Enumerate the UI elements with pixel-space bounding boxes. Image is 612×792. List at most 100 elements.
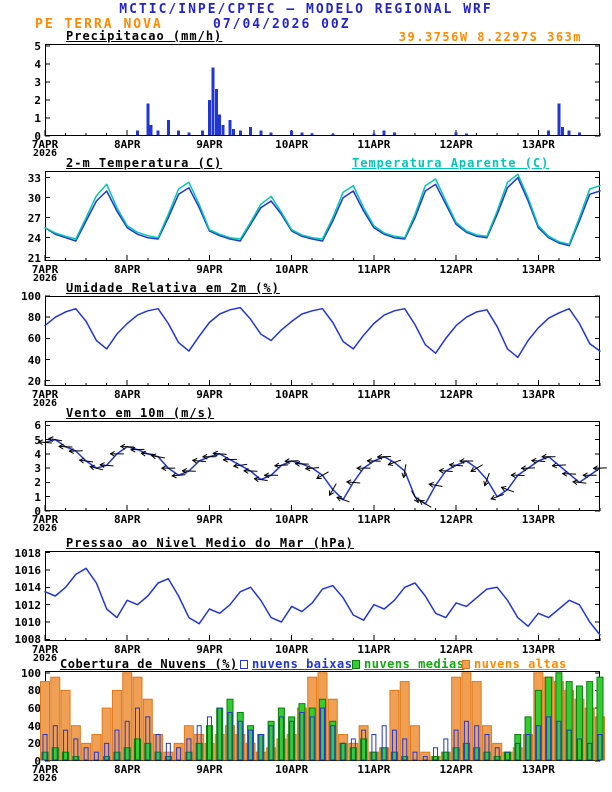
y-tick-label: 30: [27, 191, 41, 205]
x-tick-label: 9APR: [196, 138, 223, 151]
x-tick-label: 7APR: [31, 138, 59, 151]
y-tick-label: 1008: [14, 633, 42, 647]
x-tick-label: 9APR: [196, 388, 223, 401]
station-coordinates: 39.3756W 8.2297S 363m: [398, 30, 582, 44]
run-datetime: 07/04/2026 00Z: [213, 17, 351, 32]
x-tick-label: 11APR: [357, 388, 391, 401]
humidity-plot: [44, 295, 601, 386]
clouds-plot: [40, 671, 605, 762]
y-tick-label: 1: [34, 111, 41, 125]
x-tick-label: 11APR: [357, 513, 391, 526]
y-tick-label: 1016: [14, 564, 42, 578]
y-tick-label: 40: [27, 719, 41, 733]
y-tick-label: 33: [27, 171, 41, 185]
y-tick-label: 21: [27, 251, 41, 265]
legend-label-mid-clouds: nuvens medias: [364, 657, 465, 671]
x-tick-label: 11APR: [357, 763, 391, 776]
temperature-plot: [44, 171, 601, 261]
panel-title-humidity: Umidade Relativa em 2m (%): [66, 281, 280, 295]
precipitation-plot: [44, 44, 601, 137]
y-tick-label: 27: [27, 211, 41, 225]
station-name: PE TERRA NOVA: [35, 17, 163, 32]
legend-swatch-mid-clouds: [352, 660, 360, 669]
x-tick-label: 7APR: [31, 643, 59, 656]
x-tick-label: 10APR: [275, 763, 309, 776]
x-tick-label: 13APR: [521, 263, 555, 276]
y-tick-label: 4: [34, 57, 41, 71]
x-tick-label: 13APR: [521, 388, 555, 401]
y-tick-label: 1010: [14, 615, 42, 629]
y-tick-label: 0: [34, 130, 41, 143]
x-tick-label: 13APR: [521, 643, 555, 656]
panel-title-precipitation: Precipitacao (mm/h): [66, 29, 223, 43]
panel-title-wind: Vento em 10m (m/s): [66, 406, 215, 420]
y-tick-label: 60: [27, 332, 41, 346]
y-tick-label: 0: [34, 755, 41, 768]
x-tick-label: 8APR: [113, 138, 141, 151]
legend-swatch-low-clouds: [240, 660, 248, 669]
y-tick-label: 3: [34, 462, 41, 476]
y-tick-label: 5: [34, 39, 41, 53]
y-tick-label: 80: [27, 684, 41, 698]
y-tick-label: 1014: [14, 581, 42, 595]
y-tick-label: 6: [34, 419, 41, 433]
y-tick-label: 1018: [14, 546, 42, 560]
x-tick-label: 8APR: [113, 388, 141, 401]
x-tick-label: 10APR: [275, 263, 309, 276]
x-tick-label: 10APR: [275, 513, 309, 526]
x-tick-label: 13APR: [521, 513, 555, 526]
y-tick-label: 2: [34, 93, 41, 107]
legend-label-low-clouds: nuvens baixas: [252, 657, 353, 671]
legend-label-high-clouds: nuvens altas: [474, 657, 567, 671]
x-tick-label: 11APR: [357, 138, 391, 151]
x-tick-label: 7APR: [31, 763, 59, 776]
y-tick-label: 24: [27, 231, 41, 245]
x-tick-year-label: 2026: [32, 398, 58, 409]
x-tick-year-label: 2026: [32, 273, 58, 284]
x-tick-label: 11APR: [357, 643, 391, 656]
y-tick-label: 40: [27, 353, 41, 367]
x-tick-label: 12APR: [439, 138, 473, 151]
y-tick-label: 20: [27, 737, 41, 751]
x-tick-label: 10APR: [275, 388, 309, 401]
x-tick-label: 10APR: [275, 643, 309, 656]
panel-title-apparent-temperature: Temperatura Aparente (C): [352, 156, 550, 170]
legend-swatch-high-clouds: [462, 660, 470, 669]
wind-plot: [38, 421, 607, 512]
y-tick-label: 80: [27, 311, 41, 325]
x-tick-label: 9APR: [196, 263, 223, 276]
y-tick-label: 2: [34, 476, 41, 490]
x-tick-label: 9APR: [196, 643, 223, 656]
x-tick-label: 7APR: [31, 513, 59, 526]
x-tick-label: 8APR: [113, 643, 141, 656]
x-tick-year-label: 2026: [32, 148, 58, 159]
wind-barbs: [38, 436, 607, 508]
x-tick-label: 12APR: [439, 388, 473, 401]
x-tick-year-label: 2026: [32, 523, 58, 534]
y-tick-label: 20: [27, 374, 41, 388]
y-tick-label: 1: [34, 490, 41, 504]
y-tick-label: 0: [34, 505, 41, 518]
y-tick-label: 100: [21, 666, 41, 680]
x-tick-label: 7APR: [31, 388, 59, 401]
panel-title-cloud-cover: Cobertura de Nuvens (%): [60, 657, 238, 671]
x-tick-label: 9APR: [196, 513, 223, 526]
panel-title-pressure: Pressao ao Nivel Medio do Mar (hPa): [66, 536, 354, 550]
y-tick-label: 4: [34, 447, 41, 461]
x-tick-label: 8APR: [113, 763, 141, 776]
y-tick-label: 1012: [14, 598, 42, 612]
x-tick-label: 11APR: [357, 263, 391, 276]
x-tick-label: 9APR: [196, 763, 223, 776]
y-tick-label: 100: [21, 290, 41, 303]
x-tick-label: 13APR: [521, 138, 555, 151]
y-tick-label: 5: [34, 433, 41, 447]
y-tick-label: 3: [34, 75, 41, 89]
x-tick-label: 7APR: [31, 263, 59, 276]
x-tick-label: 8APR: [113, 513, 141, 526]
x-tick-label: 12APR: [439, 643, 473, 656]
x-tick-label: 8APR: [113, 263, 141, 276]
y-tick-label: 60: [27, 702, 41, 716]
x-tick-label: 12APR: [439, 513, 473, 526]
x-tick-label: 13APR: [521, 763, 555, 776]
page-title: MCTIC/INPE/CPTEC — MODELO REGIONAL WRF: [119, 2, 493, 17]
